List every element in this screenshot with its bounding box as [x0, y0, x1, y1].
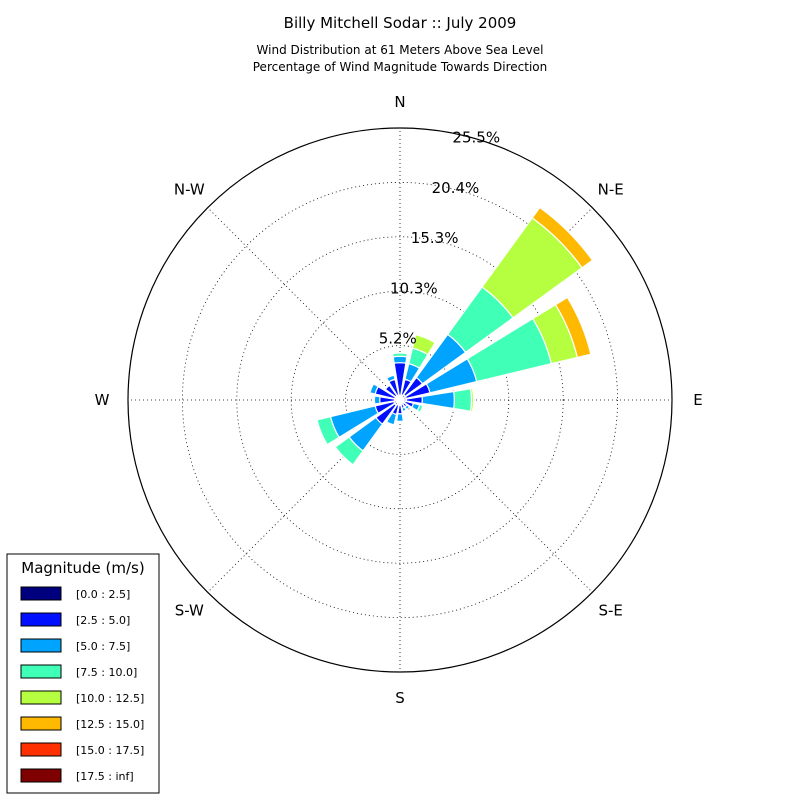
bar-sector-4-bin-3 [453, 388, 473, 412]
bar-sector-11-bin-3 [316, 415, 340, 446]
grid-spoke-6 [207, 399, 401, 593]
legend-label-3: [5.0 : 7.5] [76, 640, 130, 653]
chart-subtitle-line-2: Percentage of Wind Magnitude Towards Dir… [253, 60, 547, 74]
bar-sector-8-bin-2 [395, 413, 405, 422]
grid-spoke-4 [399, 399, 593, 593]
legend-swatch-4 [20, 664, 62, 679]
bar-sector-9-bin-2 [385, 411, 398, 426]
direction-label-s-e: S-E [599, 602, 623, 620]
radial-tick-label-1: 5.2% [379, 330, 417, 348]
direction-label-e: E [693, 391, 702, 409]
legend-label-2: [2.5 : 5.0] [76, 614, 130, 627]
direction-label-s: S [395, 689, 405, 707]
legend-swatch-1 [20, 586, 62, 601]
radial-tick-label-2: 10.3% [390, 279, 438, 297]
legend-swatch-8 [20, 768, 62, 783]
radial-tick-label-3: 15.3% [411, 229, 459, 247]
bar-sector-4-bin-5 [472, 387, 476, 413]
bar-sector-12-bin-2 [373, 395, 381, 405]
legend-label-1: [0.0 : 2.5] [76, 588, 130, 601]
legend-label-4: [7.5 : 10.0] [76, 666, 137, 679]
bar-sector-13-bin-2 [369, 383, 379, 395]
radial-tick-label-5: 25.5% [452, 129, 500, 147]
bar-sector-2-bin-5 [531, 206, 594, 269]
bar-sector-7-bin-2 [401, 406, 407, 413]
bar-sector-5-bin-3 [416, 404, 424, 414]
legend-swatch-7 [20, 742, 62, 757]
bar-sector-6-bin-2 [404, 404, 411, 411]
direction-label-n-w: N-W [174, 180, 205, 198]
radial-tick-label-4: 20.4% [432, 179, 480, 197]
direction-label-w: W [95, 391, 110, 409]
grid-ring-3 [236, 236, 564, 564]
polar-plot-area: 5.2% 10.3% 15.3% 20.4% 25.5% N N-E E S-E S S-W W N-… [95, 93, 703, 707]
bar-sector-0-bin-2 [392, 355, 408, 364]
legend: Magnitude (m/s) [0.0 : 2.5] [2.5 : 5.0] [5… [6, 553, 160, 794]
bar-sector-0-bin-3 [391, 352, 409, 358]
bar-sector-3-bin-5 [554, 296, 592, 359]
legend-swatch-2 [20, 612, 62, 627]
grid-ring-4 [181, 181, 619, 619]
legend-swatch-5 [20, 690, 62, 705]
legend-label-5: [10.0 : 12.5] [76, 692, 144, 705]
direction-label-n-e: N-E [598, 180, 624, 198]
direction-labels: N N-E E S-E S S-W W N-W [95, 93, 703, 707]
grid-spoke-8 [207, 207, 401, 401]
chart-subtitle-line-1: Wind Distribution at 61 Meters Above Sea… [257, 43, 544, 57]
legend-label-7: [15.0 : 17.5] [76, 744, 144, 757]
bar-sector-10-bin-3 [334, 436, 364, 466]
direction-label-s-w: S-W [175, 602, 204, 620]
chart-title: Billy Mitchell Sodar :: July 2009 [284, 14, 517, 32]
legend-entries: [0.0 : 2.5] [2.5 : 5.0] [5.0 : 7.5] [7.5 : … [20, 586, 144, 783]
legend-swatch-3 [20, 638, 62, 653]
direction-label-n: N [394, 93, 405, 111]
legend-label-8: [17.5 : inf] [76, 770, 134, 783]
bar-sector-15-bin-2 [385, 374, 396, 383]
radial-tick-labels: 5.2% 10.3% 15.3% 20.4% 25.5% [379, 129, 500, 348]
bar-sector-1-bin-4 [411, 333, 436, 356]
legend-label-6: [12.5 : 15.0] [76, 718, 144, 731]
legend-title: Magnitude (m/s) [21, 559, 144, 577]
polar-frame [127, 127, 673, 673]
legend-swatch-6 [20, 716, 62, 731]
wind-bars [316, 206, 594, 466]
